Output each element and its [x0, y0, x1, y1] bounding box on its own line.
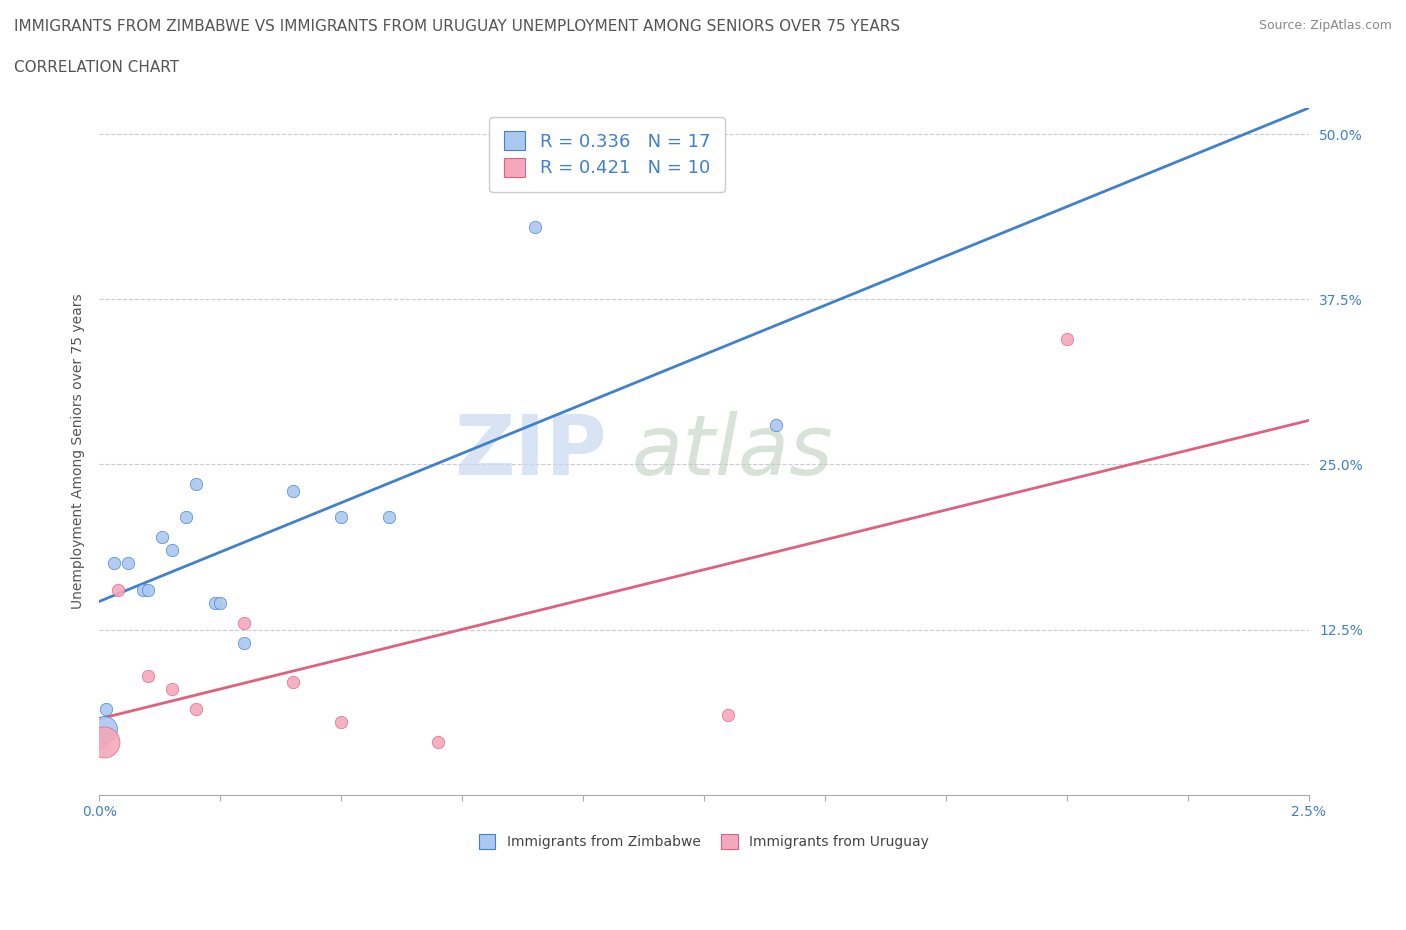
Point [184, 477, 207, 492]
Point [1056, 332, 1078, 347]
Point [281, 484, 304, 498]
Point [209, 595, 232, 610]
Text: CORRELATION CHART: CORRELATION CHART [14, 60, 179, 75]
Point [233, 635, 256, 650]
Point [281, 675, 304, 690]
Point [160, 682, 183, 697]
Text: IMMIGRANTS FROM ZIMBABWE VS IMMIGRANTS FROM URUGUAY UNEMPLOYMENT AMONG SENIORS O: IMMIGRANTS FROM ZIMBABWE VS IMMIGRANTS F… [14, 19, 900, 33]
Point [93, 721, 115, 736]
Point [174, 510, 197, 525]
Point [426, 735, 449, 750]
Point [96, 701, 118, 716]
Point [378, 510, 401, 525]
Y-axis label: Unemployment Among Seniors over 75 years: Unemployment Among Seniors over 75 years [72, 294, 86, 609]
Point [90, 735, 112, 750]
Point [93, 735, 115, 750]
Text: ZIP: ZIP [454, 411, 607, 492]
Point [136, 669, 159, 684]
Point [717, 708, 740, 723]
Point [136, 582, 159, 597]
Legend: Immigrants from Zimbabwe, Immigrants from Uruguay: Immigrants from Zimbabwe, Immigrants fro… [472, 828, 936, 857]
Point [204, 595, 226, 610]
Point [107, 582, 129, 597]
Text: Source: ZipAtlas.com: Source: ZipAtlas.com [1258, 19, 1392, 32]
Point [103, 556, 125, 571]
Text: atlas: atlas [631, 411, 832, 492]
Point [117, 556, 139, 571]
Point [184, 701, 207, 716]
Point [150, 530, 173, 545]
Point [330, 510, 353, 525]
Point [330, 714, 353, 729]
Point [160, 543, 183, 558]
Point [765, 418, 787, 432]
Point [131, 582, 153, 597]
Point [523, 219, 546, 234]
Point [233, 616, 256, 631]
